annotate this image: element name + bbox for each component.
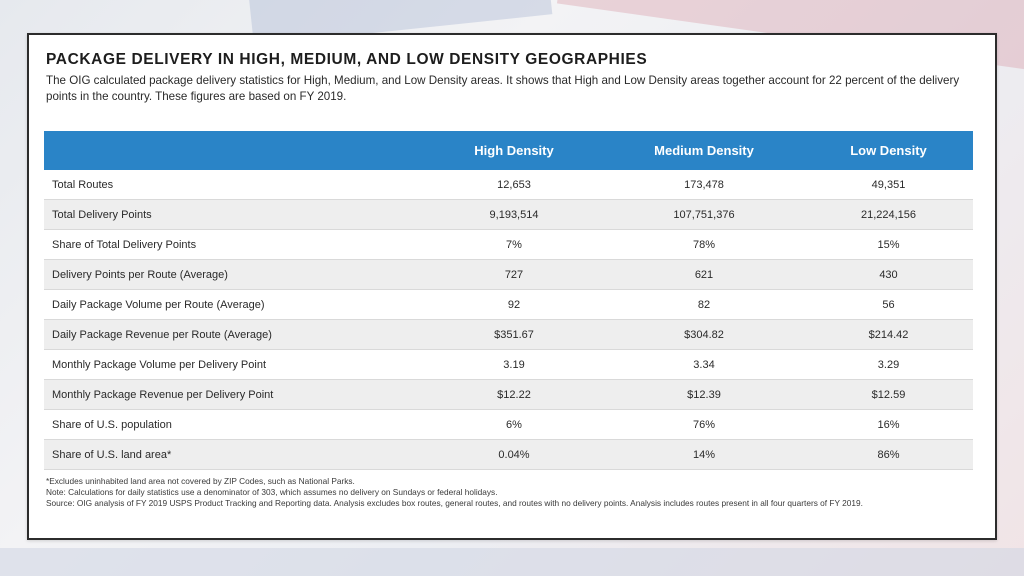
cell-medium-density: 76% (604, 409, 804, 440)
row-label: Share of Total Delivery Points (44, 229, 424, 260)
cell-high-density: 6% (424, 409, 604, 440)
header-high-density: High Density (424, 131, 604, 170)
table-row: Total Delivery Points 9,193,514 107,751,37… (44, 199, 973, 230)
table-row: Daily Package Revenue per Route (Average… (44, 319, 973, 350)
cell-high-density: 0.04% (424, 439, 604, 470)
table-row: Share of Total Delivery Points 7% 78% 15% (44, 229, 973, 260)
footnote-calculation-note: Note: Calculations for daily statistics … (46, 487, 498, 497)
cell-high-density: 12,653 (424, 170, 604, 200)
statistics-table: High Density Medium Density Low Density … (44, 131, 973, 470)
cell-medium-density: $12.39 (604, 379, 804, 410)
cell-high-density: 727 (424, 259, 604, 290)
page-title: PACKAGE DELIVERY IN HIGH, MEDIUM, AND LO… (46, 51, 648, 68)
footnotes: *Excludes uninhabited land area not cove… (46, 476, 976, 509)
cell-low-density: $214.42 (804, 319, 973, 350)
table-row: Share of U.S. population 6% 76% 16% (44, 409, 973, 440)
cell-low-density: 16% (804, 409, 973, 440)
cell-medium-density: 14% (604, 439, 804, 470)
header-cell-blank (44, 131, 424, 170)
cell-low-density: 86% (804, 439, 973, 470)
cell-medium-density: 3.34 (604, 349, 804, 380)
cell-low-density: $12.59 (804, 379, 973, 410)
row-label: Share of U.S. land area* (44, 439, 424, 470)
table-row: Total Routes 12,653 173,478 49,351 (44, 170, 973, 200)
cell-low-density: 49,351 (804, 170, 973, 200)
footnote-land-area: *Excludes uninhabited land area not cove… (46, 476, 355, 486)
row-label: Delivery Points per Route (Average) (44, 259, 424, 290)
cell-medium-density: 107,751,376 (604, 199, 804, 230)
cell-high-density: 3.19 (424, 349, 604, 380)
cell-high-density: $12.22 (424, 379, 604, 410)
table-row: Delivery Points per Route (Average) 727 62… (44, 259, 973, 290)
header-medium-density: Medium Density (604, 131, 804, 170)
row-label: Share of U.S. population (44, 409, 424, 440)
header-low-density: Low Density (804, 131, 973, 170)
footnote-source: Source: OIG analysis of FY 2019 USPS Pro… (46, 498, 863, 508)
cell-high-density: $351.67 (424, 319, 604, 350)
cell-high-density: 9,193,514 (424, 199, 604, 230)
cell-low-density: 21,224,156 (804, 199, 973, 230)
report-card: PACKAGE DELIVERY IN HIGH, MEDIUM, AND LO… (27, 33, 997, 540)
table-row: Monthly Package Volume per Delivery Poin… (44, 349, 973, 380)
cell-high-density: 92 (424, 289, 604, 320)
cell-medium-density: 173,478 (604, 170, 804, 200)
table-row: Monthly Package Revenue per Delivery Poi… (44, 379, 973, 410)
table-header-row: High Density Medium Density Low Density (44, 131, 973, 170)
row-label: Monthly Package Revenue per Delivery Poi… (44, 379, 424, 410)
background-decoration (0, 548, 1024, 576)
cell-low-density: 3.29 (804, 349, 973, 380)
cell-high-density: 7% (424, 229, 604, 260)
table-row: Share of U.S. land area* 0.04% 14% 86% (44, 439, 973, 470)
cell-medium-density: 621 (604, 259, 804, 290)
cell-medium-density: $304.82 (604, 319, 804, 350)
cell-medium-density: 82 (604, 289, 804, 320)
intro-text: The OIG calculated package delivery stat… (46, 74, 960, 103)
row-label: Daily Package Volume per Route (Average) (44, 289, 424, 320)
row-label: Total Delivery Points (44, 199, 424, 230)
table-row: Daily Package Volume per Route (Average)… (44, 289, 973, 320)
row-label: Monthly Package Volume per Delivery Poin… (44, 349, 424, 380)
cell-medium-density: 78% (604, 229, 804, 260)
cell-low-density: 430 (804, 259, 973, 290)
row-label: Total Routes (44, 170, 424, 200)
cell-low-density: 15% (804, 229, 973, 260)
cell-low-density: 56 (804, 289, 973, 320)
row-label: Daily Package Revenue per Route (Average… (44, 319, 424, 350)
